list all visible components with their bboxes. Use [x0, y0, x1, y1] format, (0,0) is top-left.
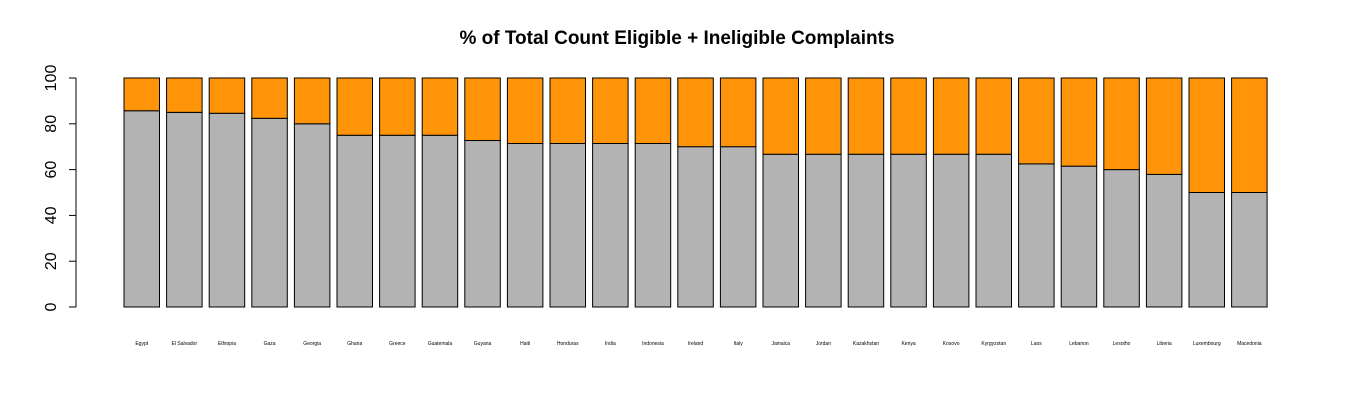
bar-segment-upper	[677, 77, 714, 148]
bar-segment-upper	[719, 77, 757, 148]
bar-segment-lower	[1060, 165, 1098, 308]
bar-segment-upper	[1188, 77, 1225, 193]
category-labels: Egypt El Salvador Ethiopia Gaza Georgia Ghana…	[135, 341, 1261, 347]
bar-segment-lower	[464, 140, 501, 308]
bars	[123, 77, 1268, 308]
bar-segment-lower	[166, 111, 203, 308]
category-label: Macedonia	[1237, 341, 1262, 347]
bar-segment-upper	[890, 77, 927, 155]
y-axis: 0 20 40 60 80 100	[43, 65, 77, 311]
bar-segment-upper	[506, 77, 544, 144]
y-tick-label: 80	[43, 115, 60, 133]
bar-segment-upper	[251, 77, 288, 119]
y-tick-label: 40	[43, 206, 60, 224]
category-label: Ireland	[688, 341, 704, 347]
category-label: Italy	[734, 341, 744, 347]
chart-title: % of Total Count Eligible + Ineligible C…	[459, 28, 895, 49]
bar-segment-upper	[549, 77, 586, 144]
bar-segment-upper	[1231, 77, 1268, 193]
category-label: Kyrgyzstan	[981, 341, 1006, 347]
category-label: Laos	[1031, 341, 1042, 347]
category-label: Ethiopia	[218, 341, 236, 347]
bar-segment-upper	[592, 77, 629, 144]
bar-segment-lower	[634, 142, 672, 308]
category-label: Guyana	[474, 341, 492, 347]
y-tick-label: 60	[43, 161, 60, 179]
bar-segment-lower	[1018, 163, 1055, 308]
bar-segment-lower	[293, 123, 331, 308]
bar-segment-lower	[1231, 192, 1268, 308]
category-label: India	[605, 341, 616, 347]
bar-segment-lower	[1145, 173, 1183, 308]
y-tick-label: 0	[43, 302, 60, 311]
bar-segment-upper	[379, 77, 416, 136]
bar-segment-upper	[293, 77, 331, 125]
category-label: Jordan	[816, 341, 832, 347]
category-label: Indonesia	[642, 341, 664, 347]
category-label: Honduras	[557, 341, 579, 347]
category-label: Luxembourg	[1193, 341, 1221, 347]
category-label: Georgia	[303, 341, 321, 347]
bar-segment-lower	[762, 153, 799, 308]
bar-segment-upper	[208, 77, 246, 114]
bar-segment-lower	[549, 142, 586, 308]
bar-segment-lower	[208, 112, 246, 308]
bar-segment-upper	[1145, 77, 1183, 175]
bar-segment-lower	[677, 146, 714, 308]
bar-segment-upper	[634, 77, 672, 144]
y-tick-label: 100	[43, 65, 60, 92]
bar-segment-lower	[890, 153, 927, 308]
bar-segment-lower	[975, 153, 1012, 308]
category-label: Lebanon	[1069, 341, 1089, 347]
category-label: Jamaica	[771, 341, 790, 347]
bar-segment-upper	[805, 77, 842, 155]
bar-segment-upper	[1060, 77, 1098, 167]
category-label: Haiti	[520, 341, 530, 347]
bar-segment-upper	[421, 77, 459, 136]
category-label: Kosovo	[943, 341, 960, 347]
bar-segment-lower	[1103, 169, 1140, 308]
bar-segment-lower	[251, 117, 288, 308]
category-label: Egypt	[135, 341, 148, 347]
bar-segment-lower	[932, 153, 970, 308]
bar-segment-lower	[805, 153, 842, 308]
category-label: Kazakhstan	[853, 341, 879, 347]
bar-segment-upper	[932, 77, 970, 155]
y-tick-label: 20	[43, 252, 60, 270]
category-label: Ghana	[347, 341, 362, 347]
bar-segment-upper	[975, 77, 1012, 155]
bar-segment-upper	[336, 77, 373, 136]
bar-segment-upper	[762, 77, 799, 155]
bar-segment-lower	[1188, 192, 1225, 308]
bar-segment-upper	[166, 77, 203, 113]
bar-segment-lower	[719, 146, 757, 308]
bar-segment-upper	[123, 77, 160, 112]
bar-segment-lower	[592, 142, 629, 308]
bar-segment-lower	[123, 110, 160, 308]
bar-segment-upper	[464, 77, 501, 142]
category-label: Kenya	[901, 341, 915, 347]
category-label: Lesotho	[1113, 341, 1131, 347]
bar-segment-lower	[847, 153, 885, 308]
category-label: Liberia	[1157, 341, 1172, 347]
bar-segment-lower	[336, 134, 373, 308]
bar-segment-upper	[1018, 77, 1055, 165]
category-label: Greece	[389, 341, 406, 347]
bar-segment-lower	[421, 134, 459, 308]
bar-segment-lower	[506, 142, 544, 308]
category-label: Gaza	[264, 341, 276, 347]
bar-segment-upper	[1103, 77, 1140, 171]
bar-segment-lower	[379, 134, 416, 308]
bar-segment-upper	[847, 77, 885, 155]
category-label: Guatemala	[428, 341, 453, 347]
category-label: El Salvador	[172, 341, 198, 347]
